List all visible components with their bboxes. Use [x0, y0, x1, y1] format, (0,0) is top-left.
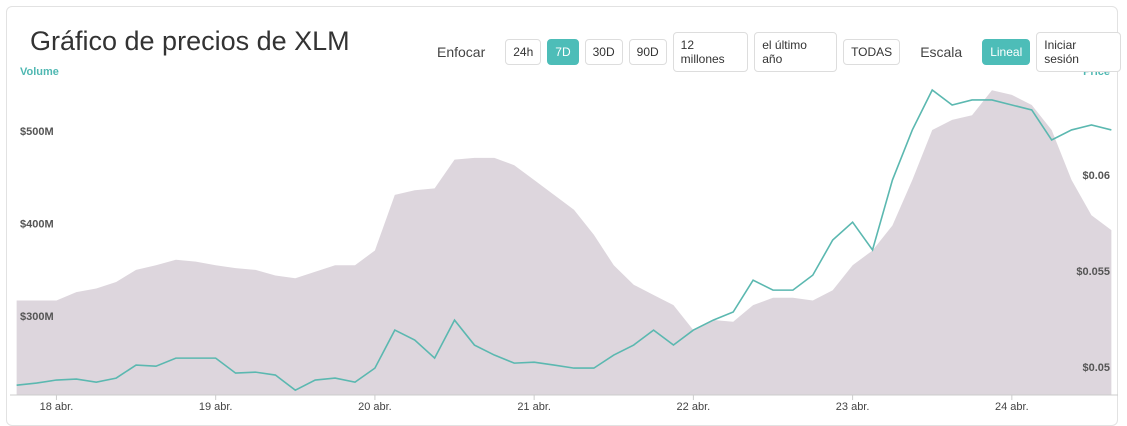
- zoom-button[interactable]: TODAS: [843, 39, 901, 65]
- x-tick-label: 19 abr.: [199, 401, 233, 413]
- controls: Enfocar 24h 7D 30D 90D 12 millones el último a…: [437, 32, 1127, 72]
- x-tick-label: 18 abr.: [40, 401, 74, 413]
- x-tick-label: 21 abr.: [517, 401, 551, 413]
- zoom-label: Enfocar: [437, 44, 486, 60]
- zoom-button[interactable]: 12 millones: [672, 32, 749, 72]
- scale-button[interactable]: Lineal: [982, 39, 1031, 65]
- y-tick-label: $500M: [20, 126, 54, 138]
- x-tick-label: 24 abr.: [995, 401, 1029, 413]
- axis-title: Volume: [20, 66, 59, 78]
- x-tick-label: 22 abr.: [677, 401, 711, 413]
- price-line: [16, 88, 1112, 392]
- x-tick-label: 20 abr.: [358, 401, 392, 413]
- volume-area: [16, 90, 1112, 396]
- y-tick-label: $300M: [20, 311, 54, 323]
- zoom-button[interactable]: 30D: [584, 39, 623, 65]
- zoom-button[interactable]: 7D: [547, 39, 579, 65]
- scale-label: Escala: [920, 44, 963, 60]
- y-tick-label: $400M: [20, 218, 54, 230]
- chart-title: Gráfico de precios de XLM: [30, 26, 350, 56]
- y2-tick-label: $0.055: [1076, 266, 1110, 278]
- y2-tick-label: $0.06: [1082, 170, 1110, 182]
- zoom-button[interactable]: 24h: [505, 39, 542, 65]
- zoom-button[interactable]: 90D: [628, 39, 667, 65]
- scale-button[interactable]: Iniciar sesión: [1036, 32, 1121, 72]
- x-tick-label: 23 abr.: [836, 401, 870, 413]
- zoom-button[interactable]: el último año: [754, 32, 838, 72]
- y2-tick-label: $0.05: [1082, 362, 1110, 374]
